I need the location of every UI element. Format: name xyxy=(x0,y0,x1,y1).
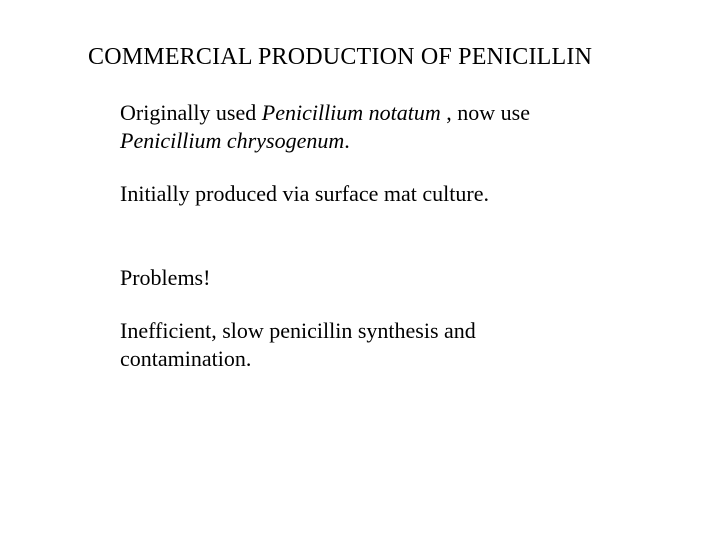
paragraph-problems-detail: Inefficient, slow penicillin synthesis a… xyxy=(120,317,580,372)
slide: COMMERCIAL PRODUCTION OF PENICILLIN Orig… xyxy=(0,0,720,540)
slide-body: Originally used Penicillium notatum , no… xyxy=(88,99,660,372)
paragraph-species: Originally used Penicillium notatum , no… xyxy=(120,99,580,154)
species-italic: Penicillium notatum xyxy=(262,100,447,125)
paragraph-problems-heading: Problems! xyxy=(120,264,580,292)
slide-title: COMMERCIAL PRODUCTION OF PENICILLIN xyxy=(88,44,660,71)
text-run: , now use xyxy=(446,100,530,125)
paragraph-method: Initially produced via surface mat cultu… xyxy=(120,180,580,208)
text-run: . xyxy=(344,128,350,153)
species-italic: Penicillium chrysogenum xyxy=(120,128,344,153)
text-run: Originally used xyxy=(120,100,262,125)
